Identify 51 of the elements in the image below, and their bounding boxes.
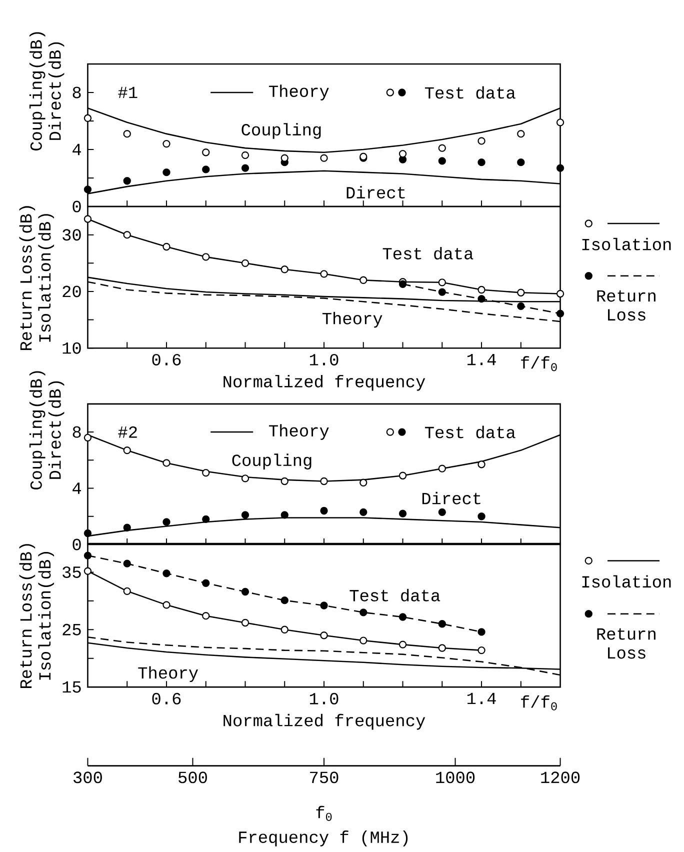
legend-label: Test data — [425, 426, 516, 438]
legend-label: Return Loss — [597, 290, 656, 321]
y-tick-label: 0 — [72, 538, 81, 550]
text: f/f$_{0}$ — [521, 695, 557, 710]
legend-label: Test data — [425, 86, 516, 99]
x-tick-label: 1.4 — [468, 354, 496, 366]
legend-label: Isolation — [582, 575, 671, 588]
legend-label: Theory — [269, 424, 329, 440]
x2-tick-label: 1000 — [436, 772, 475, 784]
y-tick-label: 4 — [72, 482, 82, 494]
annotation: Test data — [382, 247, 474, 260]
x-tick-label: 1.0 — [310, 354, 338, 366]
text: f$_{0}$ — [316, 806, 332, 821]
y-tick-label: 10 — [62, 342, 81, 354]
annotation: Test data — [350, 588, 440, 602]
y-tick-label: 20 — [62, 286, 81, 298]
y-tick-label: 35 — [62, 566, 81, 578]
x2-tick-label: 500 — [178, 772, 207, 784]
y-axis-title: Return Loss(dB) Isolation(dB) — [19, 544, 54, 688]
x2-tick-label: 1200 — [541, 772, 580, 784]
x-tick-label: 0.6 — [152, 692, 181, 704]
text: f/f$_{0}$ — [521, 356, 557, 372]
annotation: #1 — [118, 86, 138, 98]
y-tick-label: 8 — [72, 426, 81, 438]
annotation: Theory — [138, 666, 198, 682]
y-tick-label: 0 — [72, 200, 81, 212]
annotation: Coupling — [232, 454, 312, 470]
annotation: Theory — [322, 312, 382, 328]
legend-label: Theory — [269, 84, 329, 100]
x2-tick-label: 750 — [310, 772, 338, 784]
y-tick-label: 25 — [62, 624, 81, 636]
x-tick-label: 0.6 — [152, 354, 181, 366]
legend-label: Isolation — [582, 238, 671, 250]
x2-tick-label: 300 — [74, 772, 102, 784]
y-tick-label: 8 — [72, 86, 81, 98]
x-axis-title: Normalized frequency — [224, 714, 426, 730]
annotation: Direct — [346, 186, 405, 198]
y-tick-label: 4 — [72, 144, 82, 156]
annotation: Coupling — [242, 123, 321, 139]
legend-label: Return Loss — [597, 628, 656, 659]
x-tick-label: 1.0 — [310, 692, 338, 704]
y-axis-title: Return Loss(dB) Isolation(dB) — [19, 206, 54, 350]
y-tick-label: 30 — [62, 229, 81, 241]
annotation: #2 — [118, 426, 137, 438]
x2-axis-title: Frequency f (MHz) — [239, 830, 408, 846]
x-axis-title: Normalized frequency — [224, 374, 426, 391]
x-tick-label: 1.4 — [468, 692, 496, 704]
annotation: Direct — [422, 492, 480, 504]
y-tick-label: 15 — [62, 681, 81, 693]
y-axis-title: Coupling(dB) Direct(dB) — [30, 371, 64, 490]
y-axis-title: Coupling(dB) Direct(dB) — [30, 32, 64, 150]
